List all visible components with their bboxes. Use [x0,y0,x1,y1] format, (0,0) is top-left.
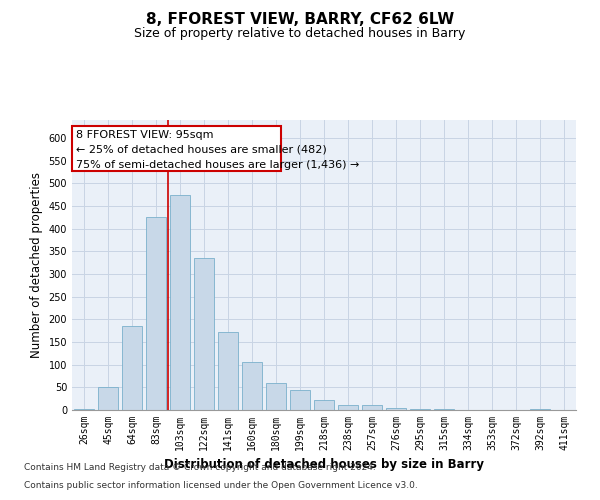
Bar [290,390,310,410]
Bar [122,326,142,410]
Text: Contains HM Land Registry data © Crown copyright and database right 2024.: Contains HM Land Registry data © Crown c… [24,464,376,472]
Bar [194,258,214,410]
Y-axis label: Number of detached properties: Number of detached properties [30,172,43,358]
Bar [266,383,286,410]
Bar [362,404,382,410]
Bar [74,408,94,410]
FancyBboxPatch shape [73,126,281,171]
Bar [434,409,454,410]
Bar [242,362,262,410]
Text: Size of property relative to detached houses in Barry: Size of property relative to detached ho… [134,28,466,40]
Text: 8, FFOREST VIEW, BARRY, CF62 6LW: 8, FFOREST VIEW, BARRY, CF62 6LW [146,12,454,28]
Bar [530,409,550,410]
Bar [386,408,406,410]
Bar [410,408,430,410]
Text: Contains public sector information licensed under the Open Government Licence v3: Contains public sector information licen… [24,481,418,490]
Bar [170,195,190,410]
X-axis label: Distribution of detached houses by size in Barry: Distribution of detached houses by size … [164,458,484,471]
Bar [98,388,118,410]
Bar [218,332,238,410]
Bar [146,218,166,410]
Bar [314,400,334,410]
Text: 8 FFOREST VIEW: 95sqm
← 25% of detached houses are smaller (482)
75% of semi-det: 8 FFOREST VIEW: 95sqm ← 25% of detached … [76,130,359,170]
Bar [338,406,358,410]
